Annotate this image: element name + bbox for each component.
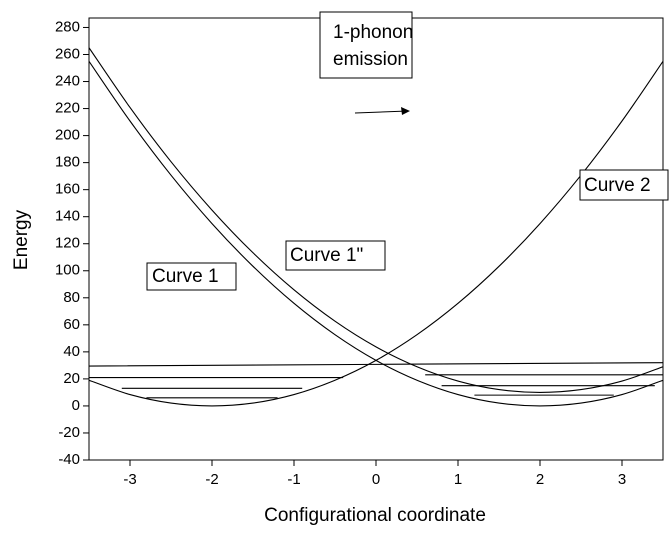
plot-frame xyxy=(88,17,664,461)
curve xyxy=(89,362,663,367)
y-tick-label: 40 xyxy=(63,343,80,360)
y-tick-label: 220 xyxy=(55,100,80,117)
annotation-box xyxy=(579,169,669,201)
curve xyxy=(89,60,663,407)
x-tick-label: -3 xyxy=(123,471,136,488)
y-tick-label: 0 xyxy=(72,397,80,414)
y-tick-label: 180 xyxy=(55,154,80,171)
x-tick-label: 3 xyxy=(618,471,626,488)
annotation-box xyxy=(146,262,237,291)
x-tick-label: 1 xyxy=(454,471,462,488)
annotation: Curve 2 xyxy=(584,175,651,196)
y-tick-label: 120 xyxy=(55,235,80,252)
curve xyxy=(89,60,663,407)
y-tick-label: 20 xyxy=(63,370,80,387)
y-tick-label: 140 xyxy=(55,208,80,225)
y-tick-label: 80 xyxy=(63,289,80,306)
annotation-box xyxy=(319,11,413,79)
y-axis-label: Energy xyxy=(11,209,32,270)
x-tick-label: -2 xyxy=(205,471,218,488)
y-tick-label: 260 xyxy=(55,45,80,62)
curve xyxy=(89,47,663,393)
x-tick-label: 2 xyxy=(536,471,544,488)
annotation: emission xyxy=(333,49,408,70)
x-tick-label: 0 xyxy=(372,471,380,488)
y-tick-label: 100 xyxy=(55,262,80,279)
annotation-box xyxy=(285,240,386,271)
y-tick-label: 280 xyxy=(55,18,80,35)
annotation: 1-phonon xyxy=(333,22,413,43)
x-axis-label: Configurational coordinate xyxy=(264,505,486,526)
y-tick-label: 60 xyxy=(63,316,80,333)
x-tick-label: -1 xyxy=(287,471,300,488)
y-tick-label: 200 xyxy=(55,127,80,144)
arrow-head xyxy=(401,107,410,115)
arrow xyxy=(354,110,409,114)
y-tick-label: -40 xyxy=(58,451,80,468)
y-tick-label: 240 xyxy=(55,72,80,89)
annotation: Curve 1 xyxy=(152,266,219,287)
y-tick-label: 160 xyxy=(55,181,80,198)
y-tick-label: -20 xyxy=(58,424,80,441)
annotation: Curve 1" xyxy=(290,245,363,266)
